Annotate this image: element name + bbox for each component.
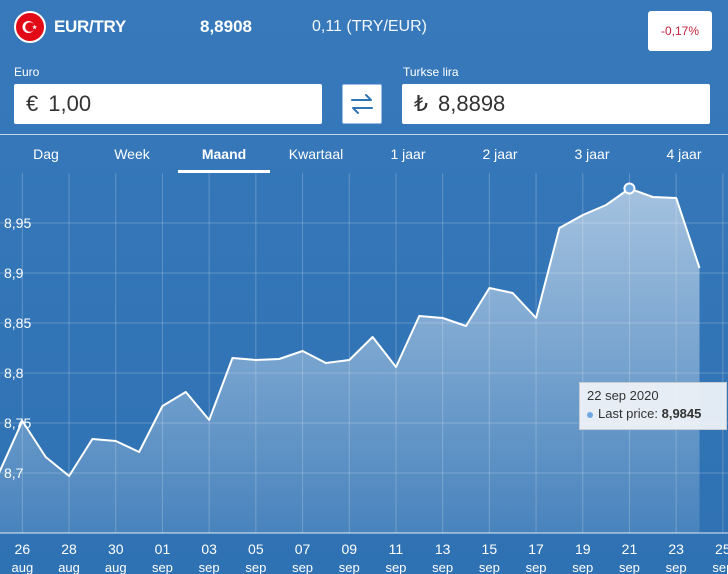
x-tick-month: sep — [292, 560, 313, 574]
x-tick-month: sep — [385, 560, 406, 574]
x-tick-month: aug — [58, 560, 80, 574]
x-tick-month: sep — [245, 560, 266, 574]
x-tick-month: sep — [619, 560, 640, 574]
tab-kwartaal[interactable]: Kwartaal — [288, 146, 344, 162]
tab-dag[interactable]: Dag — [33, 146, 59, 162]
x-tick-month: aug — [11, 560, 33, 574]
tab-2-jaar[interactable]: 2 jaar — [482, 146, 518, 162]
x-tick-day: 17 — [528, 541, 544, 557]
x-tick-day: 13 — [435, 541, 451, 557]
x-tick-day: 26 — [15, 541, 31, 557]
swap-button[interactable] — [342, 84, 382, 124]
change-percent-badge: -0,17% — [648, 11, 712, 51]
divider — [0, 134, 728, 135]
tooltip-label: Last price: — [598, 406, 658, 421]
y-tick-label: 8,8 — [4, 365, 24, 381]
x-tick-month: sep — [339, 560, 360, 574]
x-tick-day: 03 — [201, 541, 217, 557]
swap-arrows-icon — [351, 94, 373, 114]
x-tick-month: sep — [666, 560, 687, 574]
to-currency-label: Turkse lira — [403, 65, 459, 79]
x-tick-month: aug — [105, 560, 127, 574]
tooltip-price: Last price: 8,9845 — [587, 406, 719, 421]
header: EUR/TRY 8,8908 0,11 (TRY/EUR) -0,17% — [0, 0, 728, 56]
to-amount-input[interactable] — [438, 91, 678, 117]
x-tick-day: 05 — [248, 541, 264, 557]
price-tooltip: 22 sep 2020 Last price: 8,9845 — [579, 382, 727, 430]
y-tick-label: 8,95 — [4, 215, 31, 231]
y-tick-label: 8,7 — [4, 465, 24, 481]
x-tick-day: 21 — [622, 541, 638, 557]
x-tick-day: 11 — [389, 541, 404, 557]
price-chart[interactable]: 8,7 8,75 8,8 8,85 8,9 8,95 26 aug 28 aug 30 aug 01 s… — [0, 173, 728, 574]
from-currency-label: Euro — [14, 65, 40, 79]
x-tick-day: 28 — [61, 541, 77, 557]
turkey-flag-icon — [14, 11, 46, 43]
from-amount-field[interactable]: € — [14, 84, 322, 124]
x-tick-month: sep — [432, 560, 453, 574]
period-tabs: Dag Week Maand Kwartaal 1 jaar 2 jaar 3 … — [0, 135, 728, 173]
x-tick-month: sep — [199, 560, 220, 574]
price-chart-svg: 8,7 8,75 8,8 8,85 8,9 8,95 26 aug 28 aug 30 aug 01 s… — [0, 173, 728, 574]
x-tick-day: 01 — [155, 541, 171, 557]
x-tick-month: sep — [572, 560, 593, 574]
x-tick-month: sep — [526, 560, 547, 574]
highlight-point — [623, 182, 636, 195]
x-tick-day: 09 — [341, 541, 357, 557]
tab-3-jaar[interactable]: 3 jaar — [574, 146, 610, 162]
tooltip-date: 22 sep 2020 — [587, 388, 659, 403]
series-dot-icon — [587, 411, 593, 418]
rate-change: 0,11 (TRY/EUR) — [312, 18, 427, 35]
x-tick-day: 19 — [575, 541, 591, 557]
x-tick-day: 23 — [668, 541, 684, 557]
tooltip-value: 8,9845 — [661, 406, 702, 421]
current-rate: 8,8908 — [200, 17, 252, 36]
y-tick-label: 8,75 — [4, 415, 31, 431]
to-amount-field[interactable]: ₺ — [402, 84, 710, 124]
tab-1-jaar[interactable]: 1 jaar — [390, 146, 426, 162]
euro-symbol: € — [26, 91, 39, 116]
x-tick-day: 30 — [108, 541, 124, 557]
tab-week[interactable]: Week — [114, 146, 150, 162]
lira-symbol: ₺ — [414, 91, 428, 116]
x-tick-month: sep — [152, 560, 173, 574]
tab-maand[interactable]: Maand — [178, 135, 270, 173]
tab-4-jaar[interactable]: 4 jaar — [666, 146, 702, 162]
currency-pair: EUR/TRY — [54, 17, 126, 36]
x-tick-month: sep — [479, 560, 500, 574]
price-line — [0, 187, 701, 477]
x-tick-day: 07 — [295, 541, 311, 557]
x-tick-month: sep — [712, 560, 728, 574]
y-tick-label: 8,85 — [4, 315, 31, 331]
x-tick-day: 25 — [715, 541, 728, 557]
from-amount-input[interactable] — [48, 91, 289, 117]
y-tick-label: 8,9 — [4, 265, 24, 281]
x-tick-day: 15 — [482, 541, 498, 557]
